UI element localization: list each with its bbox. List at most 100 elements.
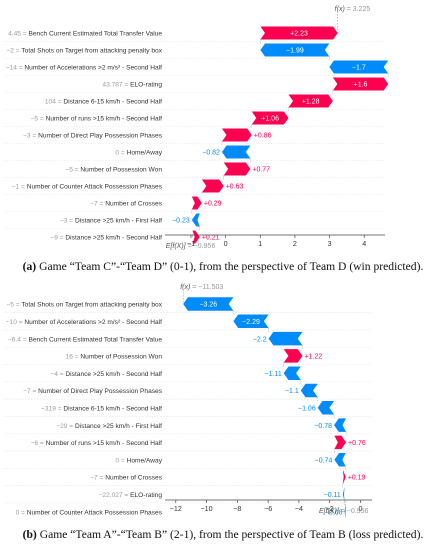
feature-value: 16 = <box>66 354 81 361</box>
feature-label: −6 = Number of runs >15 km/h - Second Ha… <box>31 440 163 447</box>
feature-value: −1 = <box>12 184 27 191</box>
waterfall-chart-a: +2.23 4.45 = Bench Current Estimated Tota… <box>4 6 389 250</box>
feature-name: Bench Current Estimated Total Transfer V… <box>28 336 162 343</box>
feature-label: −5 = Number of runs >15 km/h - Second Ha… <box>31 116 163 123</box>
feature-value: −3 = <box>23 133 38 140</box>
fx-label: f(x) = −11.503 <box>180 284 223 291</box>
feature-name: Home/Away <box>127 457 163 464</box>
feature-name: Number of Crosses <box>105 201 163 208</box>
feature-name: Number of Counter Attack Possession Phas… <box>27 509 163 516</box>
x-tick-label: 3 <box>328 239 332 248</box>
feature-value: −14 = <box>6 65 25 72</box>
shap-bar-negative <box>334 418 347 432</box>
x-tick-label: −12 <box>170 504 182 513</box>
feature-name: Total Shots on Target from attacking pen… <box>21 302 162 309</box>
feature-name: Number of Accelerations >2 m/s² - Second… <box>24 319 162 326</box>
feature-value: −9 = <box>50 235 65 242</box>
feature-label: −29 = Distance >25 km/h - First Half <box>56 423 162 430</box>
x-tick-label: 4 <box>362 239 366 248</box>
feature-value: −3 = <box>60 218 75 225</box>
base-value-label: E[f(X)] = −0.956 <box>319 508 369 515</box>
feature-label: −3 = Distance >25 km/h - First Half <box>60 218 162 225</box>
shap-bar-positive <box>334 435 347 450</box>
bar-value-label: +0.86 <box>254 133 272 140</box>
caption-a-letter: (a) <box>22 260 37 273</box>
x-tick-label: −1 <box>187 239 195 248</box>
feature-name: Number of Counter Attack Possession Phas… <box>27 184 163 191</box>
caption-b-letter: (b) <box>22 528 37 541</box>
base-value-label-value: = −0.956 <box>339 508 369 515</box>
fx-label-value: = 3.225 <box>345 6 371 13</box>
feature-name: Distance >25 km/h - Second Half <box>65 371 162 378</box>
feature-value: −6.4 = <box>8 336 29 343</box>
fx-label-name: f(x) <box>335 6 345 13</box>
base-value-label-name: E[f(X)] <box>166 243 187 250</box>
feature-name: Number of Possession Won <box>80 167 162 174</box>
feature-label: −9 = Distance >25 km/h - Second Half <box>50 235 162 242</box>
feature-label: −14 = Number of Accelerations >2 m/s² - … <box>6 65 162 72</box>
bar-value-label: +1.06 <box>261 116 279 123</box>
bar-value-label: +1.6 <box>354 82 368 89</box>
feature-name: Distance >25 km/h - First Half <box>75 423 162 430</box>
feature-value: 4.45 = <box>8 31 28 38</box>
bar-value-label: +0.76 <box>348 440 366 447</box>
shap-bar-positive <box>223 162 251 176</box>
feature-name: Number of Direct Play Possession Phases <box>38 133 163 140</box>
feature-name: Home/Away <box>127 150 163 157</box>
x-tick-label: 0 <box>224 239 228 248</box>
feature-name: Distance >25 km/h - First Half <box>75 218 162 225</box>
feature-value: −5 = <box>65 167 80 174</box>
feature-label: −5 = Total Shots on Target from attackin… <box>6 302 162 309</box>
feature-name: Distance 6-15 km/h - Second Half <box>63 406 162 413</box>
feature-label: −7 = Number of Crosses <box>90 201 163 208</box>
x-tick-label: 1 <box>258 239 262 248</box>
bar-value-label: +1.22 <box>304 354 322 361</box>
bar-value-label: −3.26 <box>199 302 217 309</box>
x-tick-label: −4 <box>295 504 303 513</box>
shap-bar-negative <box>268 331 303 346</box>
fx-label-value: = −11.503 <box>190 284 223 291</box>
shap-bar-positive <box>342 470 346 484</box>
feature-value: −4 = <box>50 371 65 378</box>
shap-bar-positive <box>221 128 252 142</box>
x-tick-label: −6 <box>264 504 272 513</box>
feature-label: −319 = Distance 6-15 km/h - Second Half <box>41 406 162 413</box>
feature-label: 16 = Number of Possession Won <box>66 354 163 361</box>
bar-value-label: −1.7 <box>352 65 366 72</box>
feature-value: −29 = <box>56 423 75 430</box>
bar-value-label: −0.82 <box>202 150 220 157</box>
bar-value-label: −0.23 <box>172 218 190 225</box>
base-value-label: E[f(X)] = −0.956 <box>166 243 216 250</box>
bar-value-label: −1.99 <box>286 48 304 55</box>
shap-bar-negative <box>329 60 389 74</box>
feature-label: 0 = Home/Away <box>115 457 162 464</box>
caption-b: (b) Game “Team A”-“Team B” (2-1), from t… <box>0 528 446 541</box>
feature-label: −22.027 = ELO-rating <box>99 492 163 499</box>
feature-label: −2 = Total Shots on Target from attackin… <box>6 48 162 55</box>
feature-label: −6.4 = Bench Current Estimated Total Tra… <box>8 336 162 343</box>
bar-value-label: +0.29 <box>204 201 222 208</box>
bar-value-label: −2.29 <box>242 319 260 326</box>
shap-bar-positive <box>288 94 333 108</box>
feature-value: −5 = <box>31 116 46 123</box>
bar-value-label: +0.77 <box>252 167 270 174</box>
shap-bar-negative <box>344 504 346 519</box>
shap-bar-negative <box>260 43 330 57</box>
feature-name: ELO-rating <box>130 492 162 499</box>
fx-label-name: f(x) <box>180 284 190 291</box>
shap-bar-positive <box>192 230 200 244</box>
bar-value-label: +0.21 <box>202 235 220 242</box>
feature-name: Total Shots on Target from attacking pen… <box>21 48 162 55</box>
feature-value: 104 = <box>45 99 64 106</box>
bar-value-label: −1.11 <box>265 371 282 378</box>
feature-label: −4 = Distance >25 km/h - Second Half <box>50 371 162 378</box>
shap-bar-positive <box>283 349 303 363</box>
feature-name: Number of Possession Won <box>80 354 162 361</box>
feature-value: −22.027 = <box>99 492 131 499</box>
feature-label: −7 = Number of Crosses <box>90 475 163 482</box>
bar-value-label: +2.23 <box>290 31 308 38</box>
shap-bar-negative <box>334 452 346 467</box>
feature-label: −1 = Number of Counter Attack Possession… <box>12 184 163 191</box>
shap-bar-positive <box>332 77 389 91</box>
